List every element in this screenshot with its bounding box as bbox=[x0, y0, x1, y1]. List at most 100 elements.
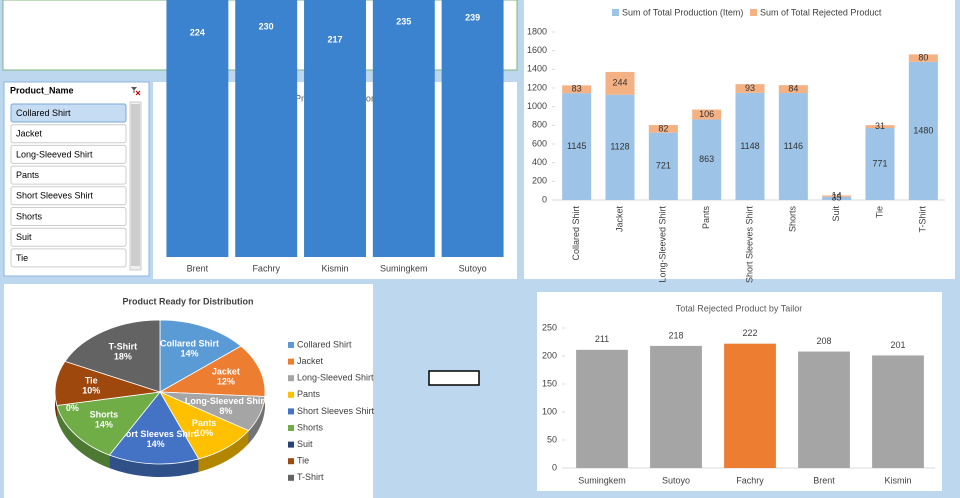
chart-title: Product Ready for Distribution bbox=[122, 296, 253, 306]
legend-swatch bbox=[288, 441, 294, 448]
x-tick-label: Sutoyo bbox=[459, 263, 487, 273]
y-tick-label: 0 bbox=[542, 194, 547, 204]
x-tick-label: Shorts bbox=[788, 206, 798, 233]
shape[interactable] bbox=[428, 370, 480, 386]
y-tick-label: 200 bbox=[532, 176, 547, 186]
legend-label[interactable]: Shorts bbox=[297, 422, 324, 432]
y-tick-label: 200 bbox=[542, 350, 557, 360]
pie-value-label: 14% bbox=[180, 348, 198, 358]
legend-label[interactable]: Sum of Total Rejected Product bbox=[760, 7, 882, 17]
pie-value-label: 14% bbox=[95, 419, 113, 429]
bar bbox=[562, 93, 592, 200]
x-tick-label: Fachry bbox=[252, 263, 280, 273]
slicer-item-label[interactable]: Pants bbox=[16, 170, 40, 180]
legend-label[interactable]: Long-Sleeved Shirt bbox=[297, 373, 374, 383]
pie-category-label: Short Sleeves Shirt bbox=[114, 429, 197, 439]
x-tick-label: Sutoyo bbox=[662, 475, 690, 485]
slicer-header: Product_Name bbox=[10, 85, 74, 95]
legend-label[interactable]: Short Sleeves Shirt bbox=[297, 406, 375, 416]
x-tick-label: Jacket bbox=[614, 206, 624, 233]
pie-category-label: Collared Shirt bbox=[160, 338, 219, 348]
pie-value-label: 10% bbox=[82, 385, 100, 395]
bar bbox=[724, 343, 776, 468]
value-label: 106 bbox=[699, 109, 714, 119]
legend-label[interactable]: Tie bbox=[297, 456, 309, 466]
slicer-item[interactable] bbox=[10, 248, 127, 268]
x-tick-label: Short Sleeves Shirt bbox=[744, 206, 754, 284]
value-label: 208 bbox=[816, 336, 831, 346]
legend-swatch bbox=[612, 9, 619, 16]
slicer-item[interactable] bbox=[10, 165, 127, 185]
legend-swatch bbox=[288, 425, 294, 431]
slicer-item[interactable] bbox=[10, 124, 127, 144]
pie-category-label: Shorts bbox=[90, 409, 119, 419]
value-label: 82 bbox=[658, 123, 668, 133]
value-label: 771 bbox=[872, 158, 887, 168]
bar bbox=[692, 109, 722, 120]
slicer-item[interactable] bbox=[10, 227, 127, 247]
bar bbox=[605, 94, 635, 200]
bar bbox=[605, 71, 635, 95]
legend-label[interactable]: Pants bbox=[297, 389, 321, 399]
slicer-item-label[interactable]: Jacket bbox=[16, 129, 43, 139]
bar bbox=[798, 351, 850, 468]
y-tick-label: 1600 bbox=[527, 45, 547, 55]
bar bbox=[166, 0, 229, 257]
slicer-item-label[interactable]: Tie bbox=[16, 253, 28, 263]
pie-slice bbox=[56, 391, 161, 456]
x-tick-label: Kismin bbox=[884, 475, 911, 485]
slicer-item-label[interactable]: Shorts bbox=[16, 211, 43, 221]
legend-label[interactable]: Collared Shirt bbox=[297, 339, 352, 349]
slicer-item-label[interactable]: Suit bbox=[16, 232, 32, 242]
y-tick-label: 100 bbox=[542, 406, 557, 416]
bar bbox=[441, 0, 504, 257]
value-label: 31 bbox=[875, 121, 885, 131]
y-tick-label: 1000 bbox=[527, 101, 547, 111]
bar bbox=[735, 84, 765, 93]
x-tick-label: Sumingkem bbox=[380, 263, 428, 273]
bar bbox=[304, 0, 366, 257]
x-tick-label: Pants bbox=[701, 206, 711, 230]
pie-category-label: Jacket bbox=[212, 367, 240, 377]
legend-swatch bbox=[288, 375, 294, 382]
slicer-item[interactable] bbox=[10, 207, 127, 226]
value-label: 224 bbox=[190, 27, 205, 37]
legend-label[interactable]: Suit bbox=[297, 439, 313, 449]
value-label: 721 bbox=[656, 161, 671, 171]
clear-filter-icon[interactable] bbox=[131, 87, 141, 96]
legend-label[interactable]: Sum of Total Production (Item) bbox=[622, 7, 743, 17]
x-tick-label: Suit bbox=[831, 206, 841, 222]
x-tick-label: Fachry bbox=[736, 475, 764, 485]
value-label: 1145 bbox=[567, 141, 586, 151]
y-tick-label: 150 bbox=[542, 378, 557, 388]
legend-label[interactable]: T-Shirt bbox=[297, 472, 324, 482]
y-tick-label: 600 bbox=[532, 138, 547, 148]
x-tick-label: T-Shirt bbox=[918, 206, 928, 233]
legend-label[interactable]: Jacket bbox=[297, 356, 324, 366]
slicer-item[interactable] bbox=[10, 144, 127, 164]
legend-swatch bbox=[750, 9, 757, 16]
bar bbox=[865, 125, 895, 129]
value-label: 201 bbox=[890, 340, 905, 350]
bar bbox=[235, 0, 298, 257]
legend-swatch bbox=[288, 458, 294, 465]
value-label: 244 bbox=[612, 78, 627, 88]
pie-value-label: 12% bbox=[217, 377, 235, 387]
x-tick-label: Sumingkem bbox=[578, 475, 626, 485]
slicer-item[interactable] bbox=[10, 186, 127, 206]
scroll-thumb[interactable] bbox=[131, 104, 140, 266]
y-tick-label: 1400 bbox=[527, 64, 547, 74]
slicer-item-label[interactable]: Short Sleeves Shirt bbox=[16, 191, 94, 201]
value-label: 222 bbox=[742, 328, 757, 338]
slicer-item-label[interactable]: Long-Sleeved Shirt bbox=[16, 149, 93, 159]
pie-value-label: 10% bbox=[195, 428, 213, 438]
slicer-item[interactable] bbox=[10, 103, 127, 123]
bar bbox=[865, 128, 895, 200]
legend-swatch bbox=[288, 358, 294, 365]
x-tick-label: Collared Shirt bbox=[571, 206, 581, 261]
slicer-item-label[interactable]: Collared Shirt bbox=[16, 108, 71, 118]
value-label: 235 bbox=[396, 16, 411, 26]
legend-swatch bbox=[288, 408, 294, 415]
pie-slice bbox=[108, 391, 200, 465]
